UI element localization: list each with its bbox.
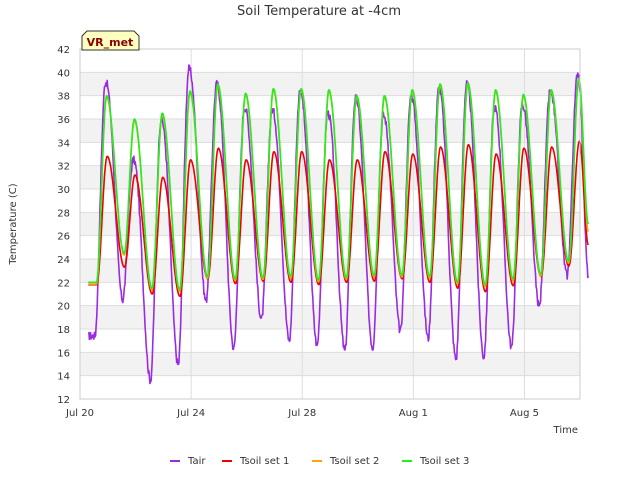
x-tick-label: Aug 1 <box>399 408 428 419</box>
y-tick-label: 28 <box>57 208 70 219</box>
chart-title: Soil Temperature at -4cm <box>237 4 401 19</box>
plot-frame <box>79 48 581 400</box>
station-badge: VR_met <box>81 30 140 51</box>
plot-band <box>80 95 580 119</box>
plot-band <box>80 142 580 166</box>
legend-label: Tsoil set 2 <box>329 456 379 467</box>
plot-band <box>80 72 580 96</box>
series-line-tsoil-set-1 <box>88 140 590 298</box>
plot-band <box>80 352 580 376</box>
plot-band <box>80 165 580 189</box>
y-tick-label: 26 <box>57 232 70 243</box>
y-axis-label: Temperature (C) <box>8 183 19 265</box>
plot-bands <box>80 49 580 399</box>
x-axis-ticks: Jul 20 Jul 24 Jul 28 Aug 1 Aug 5 <box>65 408 539 419</box>
plot-band <box>80 329 580 353</box>
legend-label: Tsoil set 1 <box>239 456 289 467</box>
plot-band <box>80 119 580 143</box>
y-tick-label: 22 <box>57 278 70 289</box>
y-tick-label: 30 <box>57 185 70 196</box>
series-layer <box>88 64 590 385</box>
badge-shape <box>81 30 140 51</box>
y-axis-ticks: 12 14 16 18 20 22 24 26 28 30 32 34 36 38 40 42 <box>57 45 70 406</box>
plot-band <box>80 212 580 236</box>
legend: Tair Tsoil set 1 Tsoil set 2 Tsoil set 3 <box>170 456 469 467</box>
plot-band <box>80 305 580 329</box>
legend-item: Tair <box>170 456 206 467</box>
y-tick-label: 40 <box>57 68 70 79</box>
plot-band <box>80 375 580 399</box>
x-tick-label: Jul 28 <box>287 408 316 419</box>
legend-item: Tsoil set 1 <box>222 456 289 467</box>
badge-label: VR_met <box>87 36 134 49</box>
y-tick-label: 12 <box>57 395 70 406</box>
y-tick-label: 18 <box>57 325 70 336</box>
plot-band <box>80 49 580 73</box>
y-tick-label: 36 <box>57 115 70 126</box>
y-tick-label: 34 <box>57 138 70 149</box>
y-tick-label: 32 <box>57 162 70 173</box>
plot-band <box>80 189 580 213</box>
x-axis-label: Time <box>553 425 578 436</box>
plot-band <box>80 235 580 259</box>
legend-label: Tsoil set 3 <box>419 456 469 467</box>
x-tick-label: Jul 24 <box>176 408 205 419</box>
series-line-tsoil-set-3 <box>88 77 590 291</box>
y-tick-label: 16 <box>57 348 70 359</box>
x-tick-label: Jul 20 <box>65 408 94 419</box>
x-tick-label: Aug 5 <box>510 408 539 419</box>
legend-item: Tsoil set 3 <box>402 456 469 467</box>
y-tick-label: 20 <box>57 302 70 313</box>
legend-label: Tair <box>187 456 206 467</box>
y-tick-label: 42 <box>57 45 70 56</box>
y-tick-label: 14 <box>57 372 70 383</box>
y-tick-label: 38 <box>57 92 70 103</box>
series-line-tair <box>88 64 590 385</box>
y-tick-label: 24 <box>57 255 70 266</box>
legend-item: Tsoil set 2 <box>312 456 379 467</box>
